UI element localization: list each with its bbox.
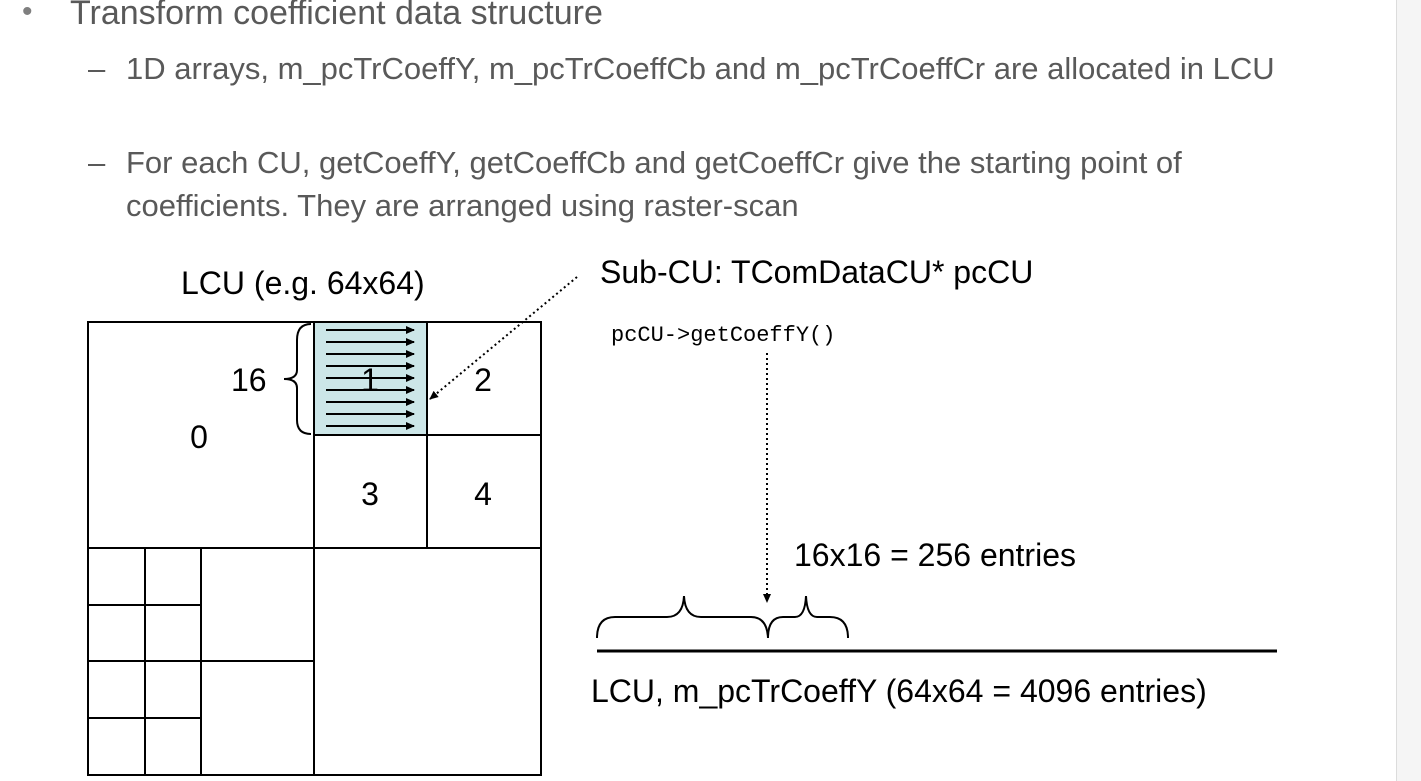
subcu-title: Sub-CU: TComDataCU* pcCU — [600, 254, 1034, 290]
sub-bullet-marker: – — [88, 51, 106, 86]
array-label: LCU, m_pcTrCoeffY (64x64 = 4096 entries) — [591, 673, 1207, 709]
size-label: 16 — [231, 362, 267, 398]
array-brace-left — [596, 595, 769, 639]
bullet-heading: Transform coefficient data structure — [70, 0, 603, 32]
sub-bullet-getcoeff: For each CU, getCoeffY, getCoeffCb and g… — [126, 145, 1182, 223]
lcu-title: LCU (e.g. 64x64) — [181, 265, 425, 301]
lcu-grid — [87, 321, 542, 776]
cell-label-4: 4 — [474, 476, 492, 512]
raster-scan-arrows — [326, 326, 415, 430]
getcoeffy-call: pcCU->getCoeffY() — [611, 323, 836, 348]
sub-bullet-marker: – — [88, 145, 106, 180]
bullet-marker: • — [22, 0, 33, 28]
subcu-pointer-arrow — [429, 276, 578, 400]
array-brace-right — [767, 595, 849, 639]
entries-label: 16x16 = 256 entries — [794, 537, 1076, 573]
scrollbar-strip[interactable] — [1396, 0, 1421, 781]
cell-label-1: 1 — [361, 362, 379, 398]
cell-label-2: 2 — [474, 362, 492, 398]
sub-bullet-arrays: 1D arrays, m_pcTrCoeffY, m_pcTrCoeffCb a… — [126, 51, 1275, 86]
cell-label-0: 0 — [190, 419, 208, 455]
cell-label-3: 3 — [361, 476, 379, 512]
vertical-brace — [283, 323, 312, 435]
